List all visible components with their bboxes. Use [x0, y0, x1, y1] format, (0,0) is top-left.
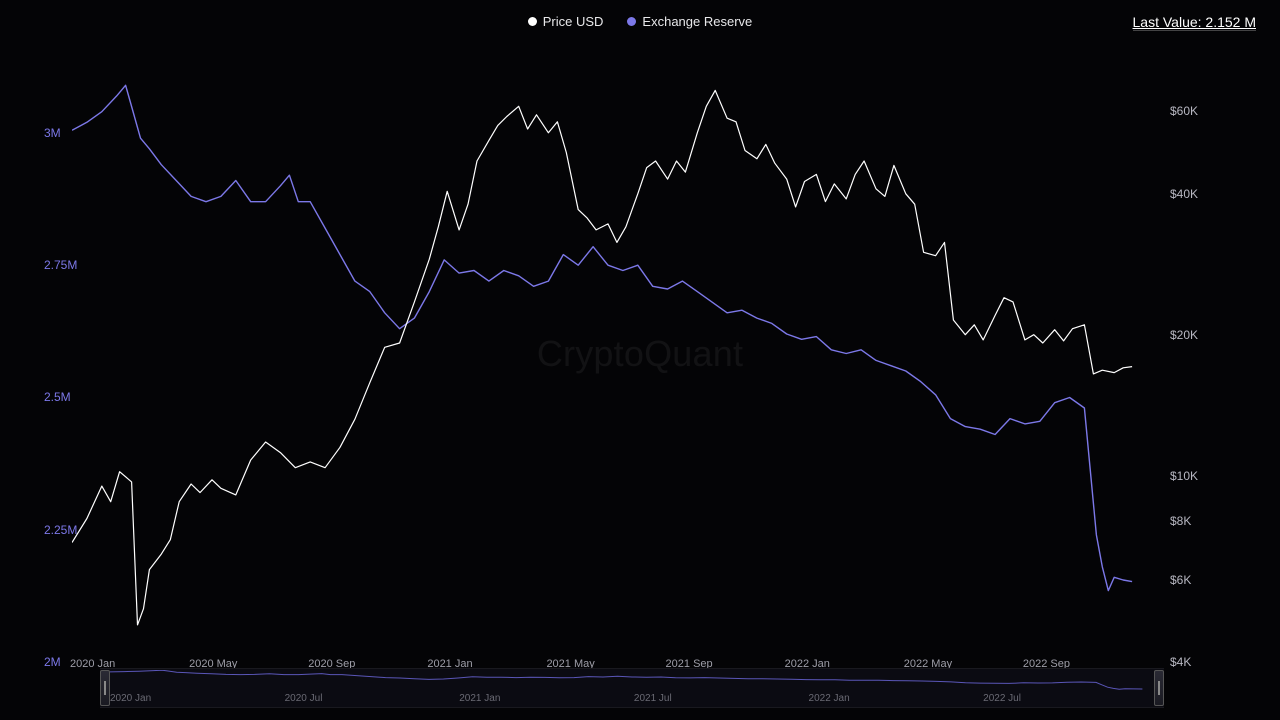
y-right-tick: $4K [1170, 655, 1191, 669]
y-right-tick: $40K [1170, 187, 1198, 201]
y-left-tick: 2M [44, 655, 61, 669]
navigator-tick: 2022 Jan [809, 693, 850, 704]
navigator-tick: 2021 Jan [459, 693, 500, 704]
main-plot [72, 80, 1144, 662]
legend-reserve[interactable]: Exchange Reserve [627, 14, 752, 29]
y-left-tick: 2.5M [44, 390, 71, 404]
y-right-tick: $8K [1170, 514, 1191, 528]
legend-marker-price [528, 17, 537, 26]
last-value[interactable]: Last Value: 2.152 M [1133, 14, 1256, 31]
chart-area[interactable]: CryptoQuant 3M2.75M2.5M2.25M2M$60K$40K$2… [0, 44, 1280, 664]
y-left-tick: 3M [44, 126, 61, 140]
navigator-tick: 2020 Jan [110, 693, 151, 704]
navigator-tick: 2021 Jul [634, 693, 672, 704]
y-right-tick: $20K [1170, 328, 1198, 342]
navigator-tick: 2022 Jul [983, 693, 1021, 704]
legend-label-price: Price USD [543, 14, 604, 29]
y-right-tick: $10K [1170, 469, 1198, 483]
navigator-handle-left[interactable] [100, 670, 110, 706]
range-navigator[interactable]: 2020 Jan 2020 Jul 2021 Jan 2021 Jul 2022 Jan… [100, 668, 1164, 708]
y-left-tick: 2.75M [44, 258, 77, 272]
navigator-handle-right[interactable] [1154, 670, 1164, 706]
legend-price[interactable]: Price USD [528, 14, 604, 29]
navigator-tick: 2020 Jul [285, 693, 323, 704]
navigator-plot [110, 670, 1154, 692]
legend-marker-reserve [627, 17, 636, 26]
y-left-tick: 2.25M [44, 523, 77, 537]
legend: Price USD Exchange Reserve [0, 14, 1280, 29]
legend-label-reserve: Exchange Reserve [642, 14, 752, 29]
y-right-tick: $6K [1170, 573, 1191, 587]
y-right-tick: $60K [1170, 104, 1198, 118]
